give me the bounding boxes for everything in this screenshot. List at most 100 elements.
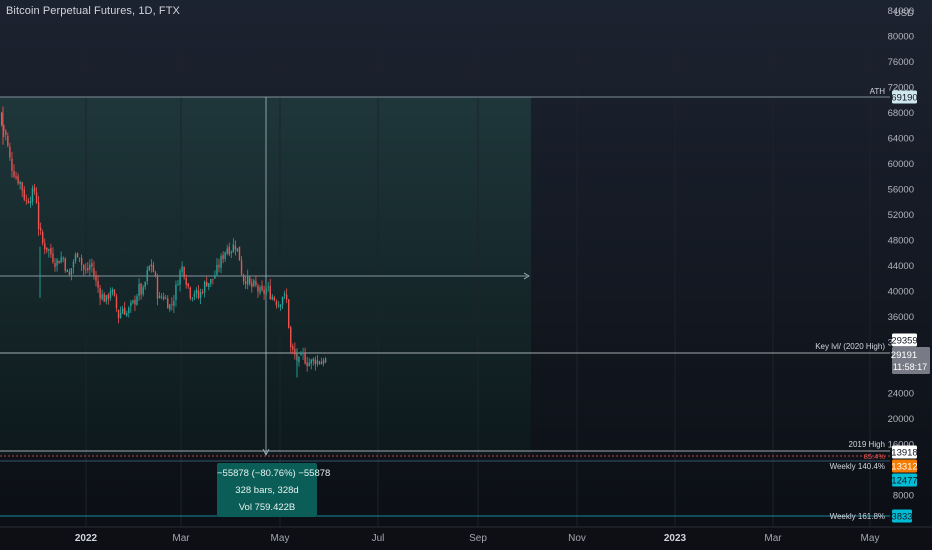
candle-body: [23, 189, 25, 200]
candle-body: [124, 307, 126, 315]
candle-body: [146, 269, 148, 282]
candle-body: [298, 356, 300, 363]
candle-body: [177, 284, 179, 286]
time-tick: Nov: [568, 533, 586, 544]
candle-body: [111, 289, 114, 293]
candle-body: [134, 299, 136, 305]
candle-body: [288, 299, 290, 328]
weekly-161-price-tag-bg: [892, 509, 912, 523]
time-tick: Jul: [372, 533, 385, 544]
candle-body: [78, 257, 81, 259]
candle-body: [179, 270, 181, 285]
candle-body: [85, 269, 87, 271]
price-tick: 8000: [893, 490, 914, 501]
candle-body: [285, 294, 288, 300]
candle-body: [214, 275, 216, 279]
candle-body: [212, 278, 214, 280]
2019-high-price-tag: 13918: [891, 448, 917, 459]
price-tick: 76000: [888, 57, 914, 68]
candle-body: [142, 287, 144, 295]
candle-body: [257, 285, 259, 292]
candle-body: [269, 285, 271, 300]
candle-body: [54, 263, 56, 267]
candle-body: [140, 283, 142, 295]
candle-body: [58, 261, 60, 264]
candle-body: [318, 361, 321, 364]
candle-body: [68, 271, 71, 275]
candle-body: [97, 281, 99, 288]
candle-body: [244, 281, 247, 285]
candle-body: [156, 276, 159, 299]
candle-body: [242, 274, 245, 282]
candle-body: [199, 292, 202, 299]
candle-body: [117, 309, 120, 319]
candle-body: [52, 253, 54, 262]
candle-body: [13, 170, 15, 177]
candle-body: [222, 255, 224, 260]
time-tick: 2023: [664, 533, 687, 544]
candle-body: [279, 304, 282, 307]
candle-body: [201, 292, 204, 293]
candle-body: [138, 283, 140, 296]
candle-body: [103, 294, 105, 302]
price-tick: 44000: [888, 261, 914, 272]
candle-body: [31, 188, 34, 202]
price-tick: 40000: [888, 286, 914, 297]
candle-body: [11, 158, 13, 171]
key-level-label: Key lvl/ (2020 High): [815, 342, 885, 351]
weekly-140-label: Weekly 140.4%: [830, 462, 885, 471]
ath-price-tag-bg: [892, 90, 917, 104]
candle-body: [236, 248, 239, 252]
candle-body: [228, 246, 230, 255]
time-tick: Mar: [764, 533, 782, 544]
candle-body: [148, 265, 150, 271]
candle-body: [203, 281, 206, 293]
price-tick: 56000: [888, 184, 914, 195]
teal-price-tag: 12477: [891, 476, 917, 487]
candle-body: [27, 201, 30, 203]
candle-body: [181, 266, 183, 272]
candle-body: [119, 312, 122, 319]
price-tick: 68000: [888, 108, 914, 119]
measure-change: −55878 (−80.76%) −55878: [217, 468, 331, 479]
weekly-140-price-tag: 13312: [891, 462, 917, 473]
time-tick: Sep: [469, 533, 487, 544]
candle-body: [160, 296, 163, 298]
candle-body: [277, 305, 280, 307]
candle-body: [136, 296, 138, 305]
time-tick: May: [861, 533, 880, 544]
measure-tooltip: −55878 (−80.76%) −55878 328 bars, 328d V…: [217, 463, 331, 517]
candle-body: [169, 304, 171, 310]
candle-body: [320, 361, 323, 365]
current-price-tag: 29191: [891, 350, 917, 361]
candle-body: [91, 263, 93, 267]
candle-body: [240, 260, 243, 275]
candle-body: [72, 261, 75, 268]
price-tick: 36000: [888, 312, 914, 323]
candle-body: [273, 297, 276, 301]
price-tick: 20000: [888, 414, 914, 425]
candle-body: [5, 131, 7, 135]
candle-body: [234, 245, 237, 250]
candle-body: [281, 296, 284, 305]
candle-body: [74, 254, 77, 262]
candle-body: [126, 313, 128, 316]
candle-body: [208, 282, 210, 288]
candle-body: [290, 327, 292, 348]
candle-body: [162, 296, 165, 300]
candle-body: [15, 176, 17, 178]
candle-body: [189, 287, 191, 299]
candle-body: [193, 293, 196, 297]
candle-body: [121, 308, 124, 314]
time-axis-bar: [0, 527, 932, 550]
candle-body: [195, 289, 198, 294]
candle-body: [115, 296, 118, 309]
price-tick: 52000: [888, 210, 914, 221]
candle-body: [99, 288, 101, 299]
candle-body: [56, 259, 58, 266]
candle-body: [232, 244, 235, 253]
candle-body: [44, 243, 46, 250]
candle-body: [216, 264, 218, 275]
